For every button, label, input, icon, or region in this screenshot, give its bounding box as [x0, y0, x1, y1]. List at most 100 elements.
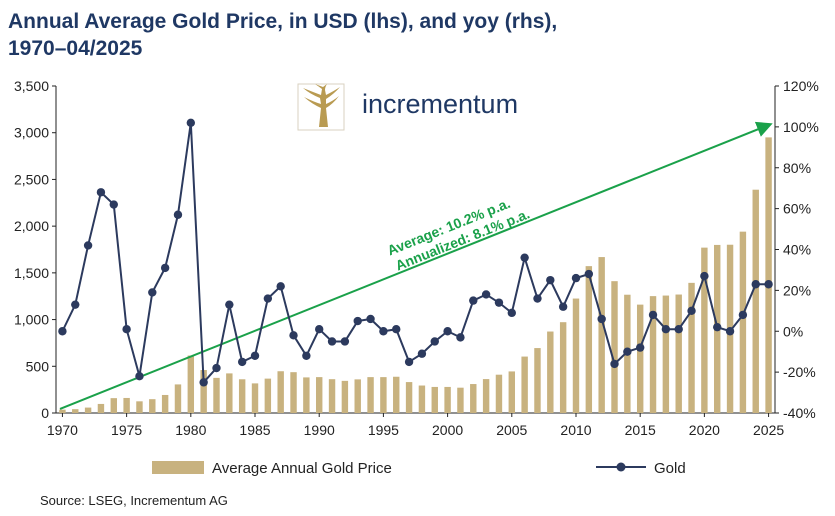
- gold-price-bar: [251, 383, 259, 413]
- gold-price-bar: [534, 348, 541, 413]
- left-tick-label: 2,000: [14, 218, 49, 234]
- gold-yoy-point: [610, 359, 619, 369]
- gold-price-bar: [97, 403, 105, 413]
- gold-yoy-point: [225, 300, 234, 309]
- gold-yoy-point: [623, 347, 632, 356]
- gold-yoy-point: [584, 269, 594, 279]
- right-tick-label: 100%: [783, 119, 819, 135]
- gold-price-bar: [457, 387, 464, 413]
- gold-price-bar: [649, 296, 657, 413]
- gold-yoy-point: [109, 200, 118, 209]
- gold-yoy-point: [160, 263, 170, 273]
- gold-yoy-point: [404, 357, 414, 367]
- gold-yoy-point: [250, 351, 260, 360]
- gold-price-bar: [752, 189, 759, 413]
- gold-yoy-point: [366, 314, 375, 324]
- axes-layer: 0 500 1,000 1,500 2,000 2,500 3,000 3,500 -40% -2…: [14, 78, 819, 438]
- gold-yoy-point: [340, 337, 350, 346]
- left-tick-label: 1,000: [14, 312, 49, 328]
- gold-price-bar: [393, 376, 400, 413]
- gold-yoy-point: [725, 327, 735, 336]
- gold-price-bar: [200, 370, 207, 413]
- chart-title-line-1: Annual Average Gold Price, in USD (lhs),…: [8, 10, 558, 33]
- gold-price-bar: [470, 384, 477, 413]
- gold-yoy-point: [738, 310, 748, 320]
- gold-yoy-point: [96, 188, 106, 197]
- gold-price-bar: [328, 379, 336, 413]
- right-tick-label: -40%: [783, 405, 816, 421]
- x-tick-label: 2015: [625, 422, 656, 438]
- annotation-layer: Average: 10.2% p.a.Annualized: 8.1% p.a.: [385, 195, 532, 274]
- gold-yoy-point: [58, 327, 67, 336]
- gold-yoy-point: [83, 241, 93, 250]
- gold-yoy-point: [700, 271, 709, 281]
- gold-price-bar: [123, 397, 130, 413]
- gold-yoy-point: [764, 280, 773, 289]
- x-tick-label: 1980: [175, 422, 206, 438]
- gold-yoy-point: [199, 378, 208, 387]
- gold-price-bar: [187, 355, 195, 413]
- gold-price-bar: [482, 379, 490, 413]
- gold-price-bar: [739, 231, 747, 413]
- gold-yoy-point: [713, 322, 722, 332]
- gold-price-bar: [431, 386, 438, 413]
- gold-yoy-point: [635, 343, 645, 352]
- gold-price-bar: [688, 282, 695, 413]
- gold-price-bar: [354, 379, 361, 413]
- gold-yoy-point: [315, 325, 324, 334]
- gold-price-bar: [174, 384, 182, 413]
- left-tick-label: 3,500: [14, 78, 49, 94]
- gold-yoy-point: [558, 302, 568, 311]
- x-tick-label: 1975: [111, 422, 142, 438]
- gold-yoy-point: [674, 325, 683, 334]
- line-series: [58, 118, 773, 387]
- left-tick-label: 3,000: [14, 125, 49, 141]
- gold-price-bar: [598, 257, 605, 413]
- gold-yoy-point: [469, 296, 478, 305]
- chart-title-line-2: 1970–04/2025: [8, 37, 143, 60]
- right-tick-label: 80%: [783, 160, 811, 176]
- gold-price-bar: [405, 382, 413, 413]
- logo-wordmark: incrementum: [362, 89, 518, 119]
- right-tick-label: -20%: [783, 364, 816, 380]
- gold-price-bar: [559, 322, 567, 413]
- gold-price-bar: [367, 377, 374, 413]
- gold-price-bar: [110, 398, 117, 413]
- gold-yoy-point: [481, 290, 491, 299]
- gold-yoy-point: [379, 327, 388, 336]
- logo-frame: [297, 83, 345, 131]
- x-tick-label: 2000: [432, 422, 463, 438]
- left-tick-label: 2,500: [14, 171, 49, 187]
- gold-price-bar: [315, 377, 323, 413]
- gold-yoy-point: [353, 316, 362, 326]
- tree-logo-icon: [297, 83, 345, 131]
- gold-price-bar: [277, 371, 284, 413]
- gold-price-bar: [238, 379, 246, 413]
- gold-price-bar: [161, 394, 169, 413]
- gold-yoy-point: [494, 298, 504, 307]
- x-tick-label: 1985: [239, 422, 270, 438]
- gold-price-bar: [675, 294, 682, 413]
- gold-yoy-point: [302, 351, 311, 360]
- gold-price-bar: [149, 399, 156, 413]
- gold-yoy-point: [597, 314, 606, 324]
- source-note: Source: LSEG, Incrementum AG: [40, 493, 228, 508]
- gold-price-bar: [495, 374, 503, 413]
- x-tick-label: 2025: [753, 422, 784, 438]
- gold-price-bar: [380, 377, 387, 413]
- gold-price-bar: [290, 372, 297, 413]
- trend-arrow-layer: [59, 121, 773, 410]
- chart-title: Annual Average Gold Price, in USD (lhs),…: [8, 8, 708, 62]
- gold-yoy-point: [186, 118, 196, 127]
- gold-yoy-point: [520, 253, 529, 262]
- gold-yoy-point: [71, 300, 80, 309]
- gold-price-bar: [303, 377, 310, 413]
- gold-yoy-point: [212, 363, 221, 373]
- gold-price-bar: [765, 137, 772, 413]
- right-tick-label: 40%: [783, 242, 811, 258]
- x-tick-label: 1995: [368, 422, 399, 438]
- gold-yoy-point: [661, 325, 671, 334]
- gold-yoy-point: [687, 306, 696, 316]
- gold-yoy-point: [546, 275, 555, 285]
